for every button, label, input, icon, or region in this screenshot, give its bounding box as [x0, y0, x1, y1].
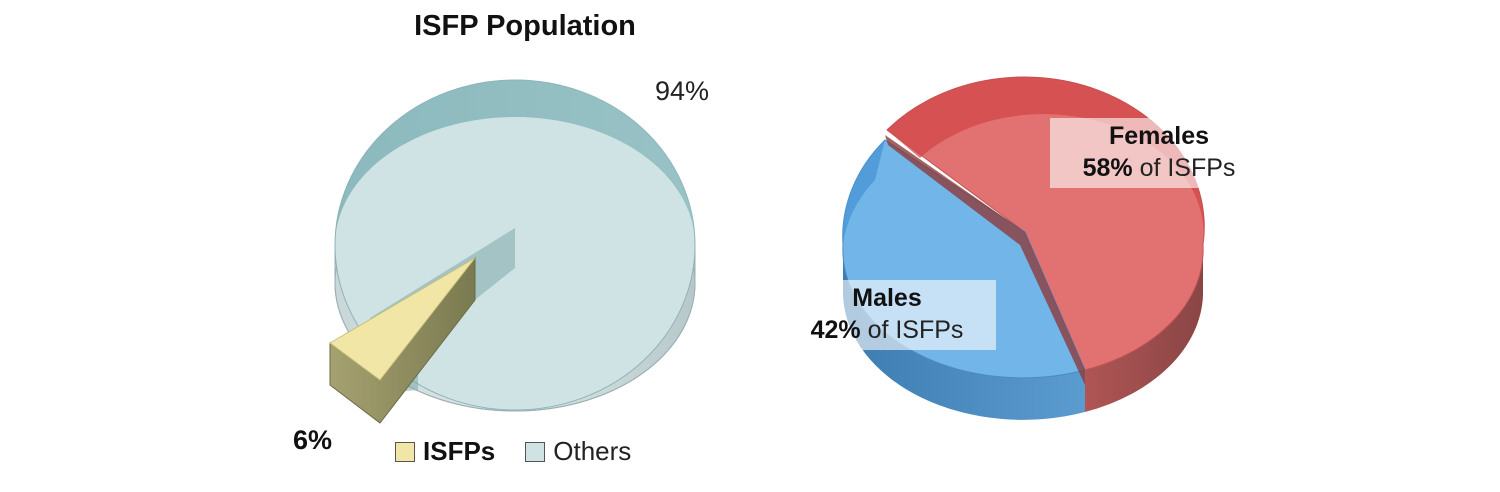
males-suffix: of ISFPs [867, 316, 964, 344]
males-label-box: Males 42% of ISFPs [778, 280, 996, 350]
females-share: 58% of ISFPs [1050, 152, 1268, 184]
isfps-percent-label: 6% [293, 425, 333, 455]
legend-swatch-others [525, 441, 546, 462]
females-label: Females [1108, 122, 1210, 150]
males-share: 42% of ISFPs [778, 314, 996, 346]
males-slice-side [842, 245, 1085, 420]
males-percent: 42% [810, 316, 861, 344]
females-suffix: of ISFPs [1139, 154, 1236, 182]
legend-swatch-isfps [395, 441, 415, 462]
males-slice-rim [842, 140, 885, 245]
females-slice-side [1085, 245, 1204, 412]
isfp-population-pie [329, 79, 696, 424]
females-percent: 58% [1082, 154, 1133, 182]
others-slice-rim [335, 80, 695, 245]
legend: ISFPs Others [395, 436, 651, 467]
males-label: Males [852, 284, 922, 312]
chart-title: ISFP Population [414, 10, 636, 42]
legend-label-isfps: ISFPs [423, 436, 496, 466]
legend-item-others: Others [525, 436, 631, 467]
legend-item-isfps: ISFPs [395, 436, 495, 467]
legend-label-others: Others [553, 436, 632, 466]
others-percent-label: 94% [655, 76, 710, 106]
isfps-slice-top [329, 257, 476, 381]
females-label-box: Females 58% of ISFPs [1050, 118, 1268, 188]
